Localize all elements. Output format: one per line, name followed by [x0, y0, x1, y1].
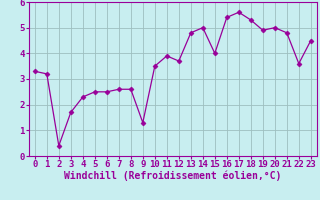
X-axis label: Windchill (Refroidissement éolien,°C): Windchill (Refroidissement éolien,°C)	[64, 171, 282, 181]
